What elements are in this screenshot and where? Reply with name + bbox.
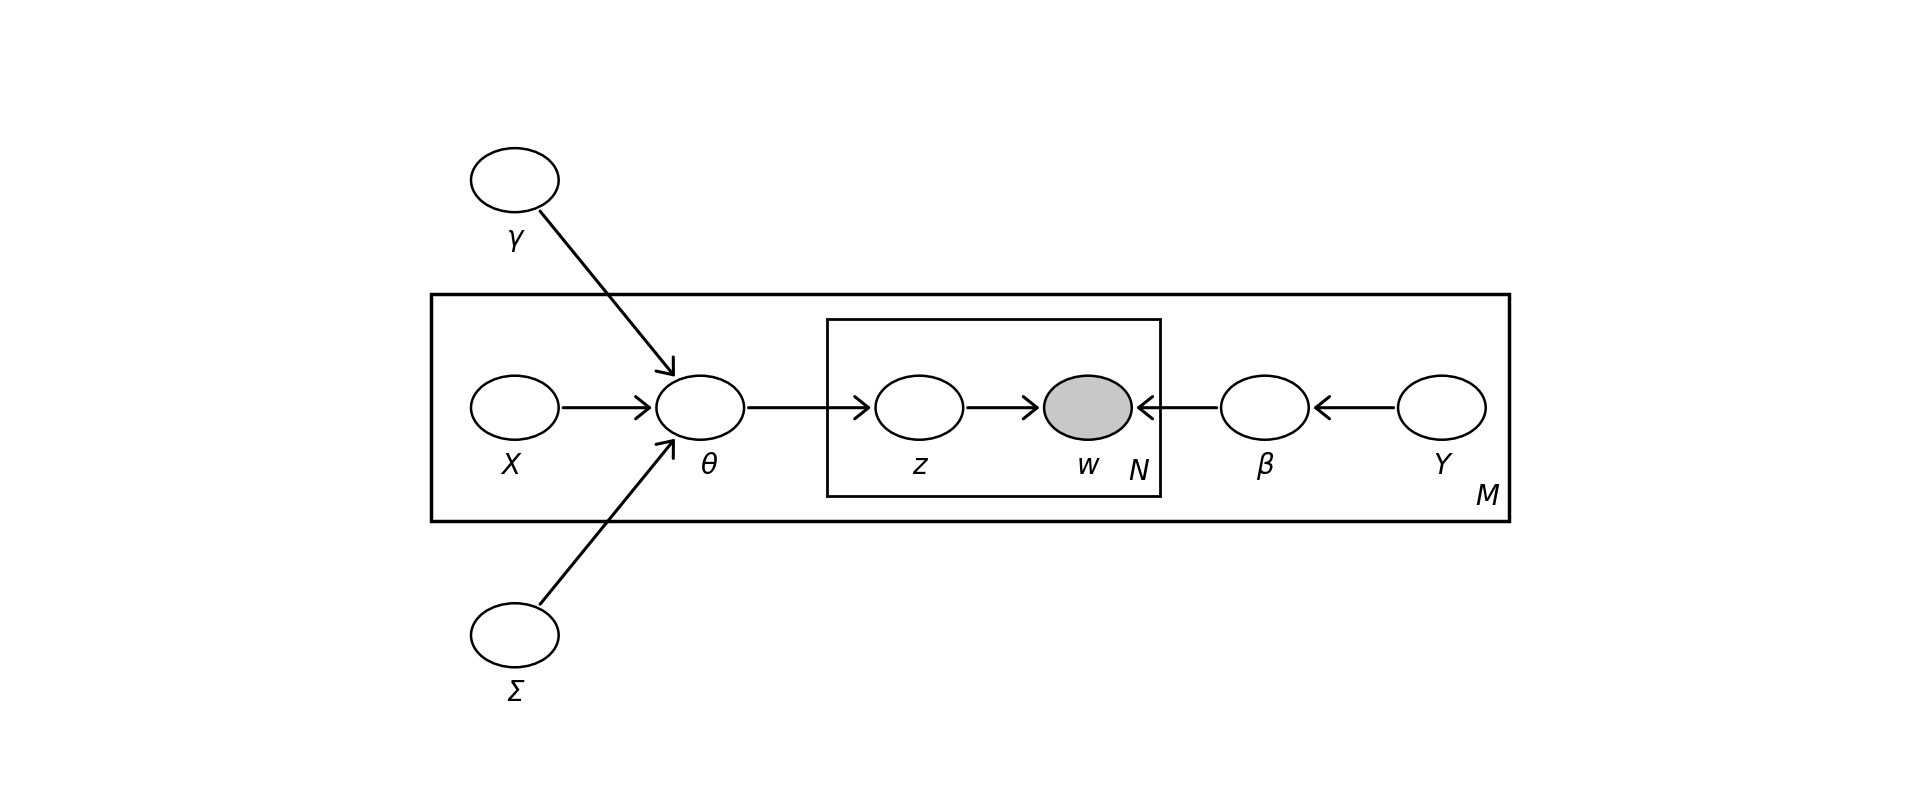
FancyArrowPatch shape bbox=[540, 440, 674, 604]
Text: N: N bbox=[1128, 458, 1149, 486]
Text: θ: θ bbox=[701, 451, 718, 479]
Ellipse shape bbox=[1397, 376, 1485, 439]
Ellipse shape bbox=[657, 376, 745, 439]
Text: M: M bbox=[1476, 483, 1499, 511]
Text: X: X bbox=[502, 451, 519, 479]
Ellipse shape bbox=[472, 376, 559, 439]
Bar bbox=[431, 294, 1510, 522]
FancyArrowPatch shape bbox=[1315, 396, 1394, 419]
Text: β: β bbox=[1256, 451, 1273, 479]
Text: Y: Y bbox=[1434, 451, 1451, 479]
Text: Σ: Σ bbox=[506, 679, 523, 707]
Text: w: w bbox=[1077, 451, 1100, 479]
Ellipse shape bbox=[1222, 376, 1310, 439]
Text: γ: γ bbox=[506, 224, 523, 252]
Ellipse shape bbox=[1044, 376, 1132, 439]
FancyArrowPatch shape bbox=[748, 396, 869, 419]
Ellipse shape bbox=[472, 148, 559, 213]
Text: z: z bbox=[913, 451, 926, 479]
FancyArrowPatch shape bbox=[968, 396, 1037, 419]
FancyArrowPatch shape bbox=[563, 396, 649, 419]
FancyArrowPatch shape bbox=[540, 211, 674, 375]
Bar bbox=[827, 320, 1159, 496]
FancyArrowPatch shape bbox=[1138, 396, 1216, 419]
Ellipse shape bbox=[876, 376, 964, 439]
Ellipse shape bbox=[472, 603, 559, 667]
